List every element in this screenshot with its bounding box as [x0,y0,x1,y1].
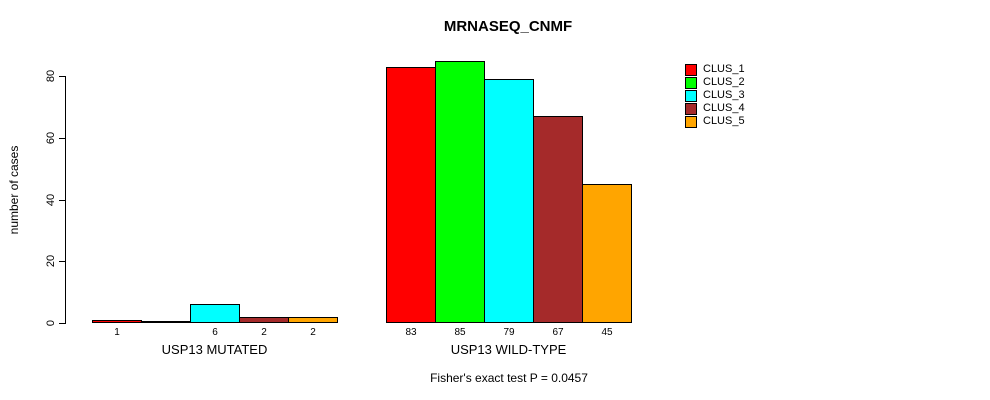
bar-value-label: 83 [405,327,417,338]
bar-clus_4-group1 [239,317,289,323]
bar-value-label: 67 [552,327,564,338]
chart-title: MRNASEQ_CNMF [443,18,573,35]
legend-swatch [685,115,697,128]
fisher-test-caption: Fisher's exact test P = 0.0457 [430,371,588,385]
legend-entry: CLUS_2 [685,76,745,89]
bar-clus_3-group1 [190,304,240,323]
y-tick-mark [59,200,65,201]
legend-label: CLUS_5 [703,115,745,127]
y-tick-label: 0 [45,319,57,327]
y-tick-label: 60 [45,131,57,145]
bar-value-label: 1 [114,327,120,338]
bar-clus_5-group1 [288,317,338,323]
legend-entry: CLUS_5 [685,115,745,128]
legend-entry: CLUS_3 [685,89,745,102]
bar-value-label: 45 [601,327,613,338]
group-label: USP13 MUTATED [161,342,268,357]
legend-swatch [685,76,697,89]
bar-value-label: 2 [310,327,316,338]
bar-clus_5-group2 [582,184,632,323]
legend: CLUS_1 CLUS_2 CLUS_3 CLUS_4 CLUS_5 [685,63,745,128]
legend-label: CLUS_1 [703,63,745,75]
y-tick-mark [59,76,65,77]
y-axis-line [65,76,66,324]
y-tick-label: 80 [45,69,57,83]
bar-value-label: 6 [212,327,218,338]
y-tick-mark [59,261,65,262]
bar-value-label: 79 [503,327,515,338]
y-tick-mark [59,138,65,139]
group-label: USP13 WILD-TYPE [450,342,567,357]
bar-clus_3-group2 [484,79,534,323]
bar-clus_1-group2 [386,67,436,323]
bar-clus_2-group2 [435,61,485,323]
y-tick-label: 20 [45,254,57,268]
legend-label: CLUS_2 [703,76,745,88]
legend-label: CLUS_4 [703,102,745,114]
bar-value-label: 85 [454,327,466,338]
legend-entry: CLUS_1 [685,63,745,76]
legend-swatch [685,89,697,102]
bar-clus_4-group2 [533,116,583,323]
bar-clus_2-group1 [141,321,191,323]
legend-swatch [685,63,697,76]
y-tick-mark [59,323,65,324]
legend-label: CLUS_3 [703,89,745,101]
bar-value-label: 2 [261,327,267,338]
bar-clus_1-group1 [92,320,142,323]
legend-swatch [685,102,697,115]
legend-entry: CLUS_4 [685,102,745,115]
y-tick-label: 40 [45,193,57,207]
